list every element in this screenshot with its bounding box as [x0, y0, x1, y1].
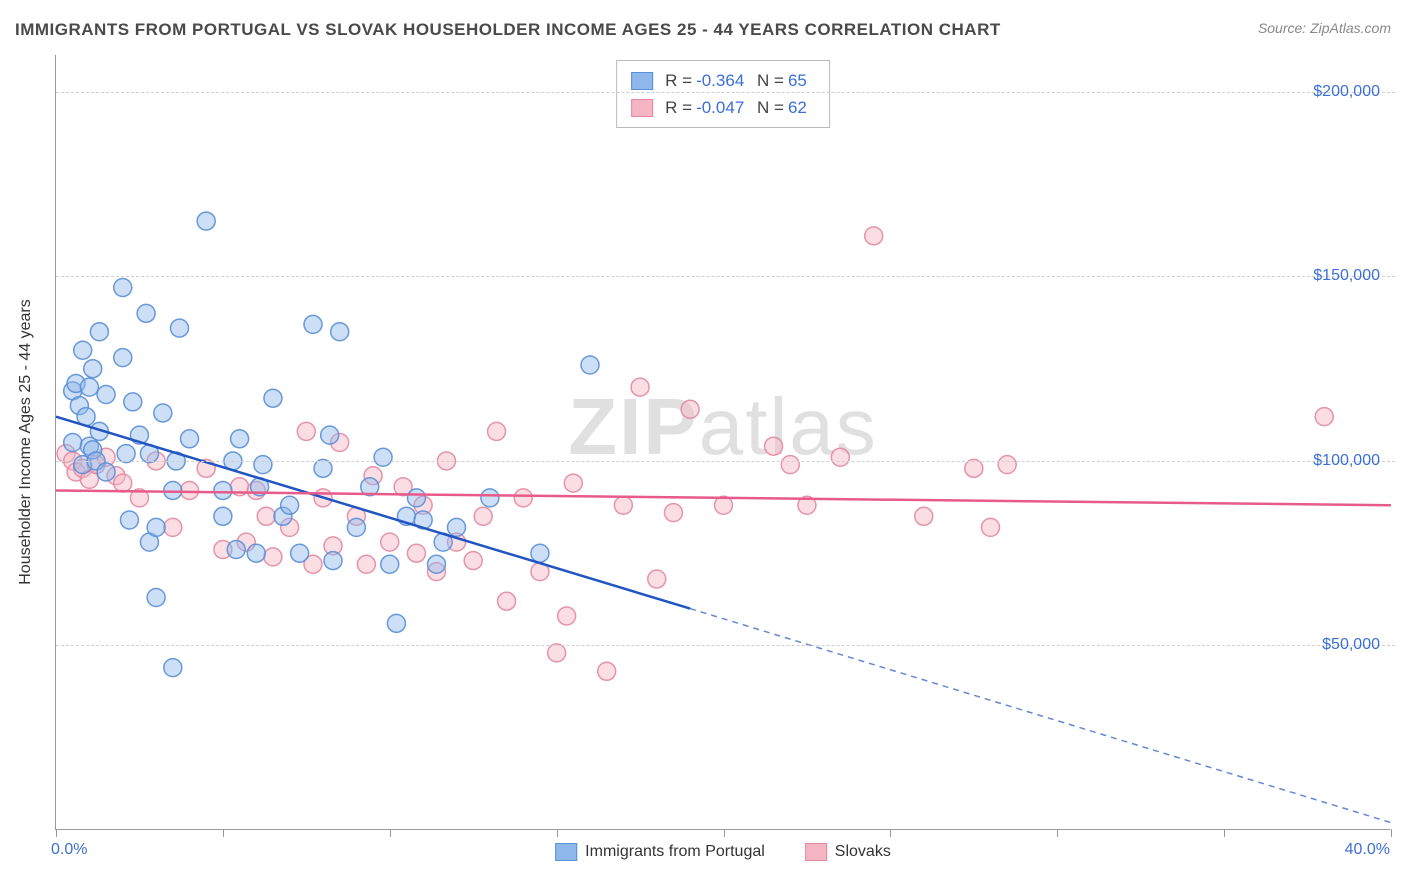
gridline	[56, 645, 1395, 646]
gridline	[56, 461, 1395, 462]
y-tick-label: $100,000	[1313, 452, 1380, 470]
series-legend: Immigrants from Portugal Slovaks	[555, 843, 891, 861]
legend-item-slovaks: Slovaks	[805, 843, 891, 861]
x-axis-max-label: 40.0%	[1345, 841, 1390, 859]
y-tick-label: $150,000	[1313, 267, 1380, 285]
legend-item-portugal: Immigrants from Portugal	[555, 843, 765, 861]
x-tick-mark	[724, 829, 725, 837]
x-tick-mark	[1057, 829, 1058, 837]
y-tick-label: $200,000	[1313, 83, 1380, 101]
chart-title: IMMIGRANTS FROM PORTUGAL VS SLOVAK HOUSE…	[15, 20, 1001, 39]
legend-label: Immigrants from Portugal	[585, 843, 765, 861]
x-axis-min-label: 0.0%	[51, 841, 87, 859]
legend-row-portugal: R =-0.364 N =65	[631, 67, 815, 94]
source-attribution: Source: ZipAtlas.com	[1258, 20, 1391, 36]
x-tick-mark	[557, 829, 558, 837]
y-tick-label: $50,000	[1322, 636, 1380, 654]
x-tick-mark	[56, 829, 57, 837]
chart-plot-area: Householder Income Ages 25 - 44 years ZI…	[55, 55, 1390, 830]
x-tick-mark	[223, 829, 224, 837]
y-axis-label: Householder Income Ages 25 - 44 years	[17, 299, 35, 585]
x-tick-mark	[890, 829, 891, 837]
x-tick-mark	[1391, 829, 1392, 837]
x-tick-mark	[1224, 829, 1225, 837]
swatch-icon	[805, 843, 827, 861]
swatch-slovaks	[631, 99, 653, 117]
correlation-legend: R =-0.364 N =65 R =-0.047 N =62	[616, 60, 830, 128]
scatter-svg	[56, 55, 1390, 829]
swatch-portugal	[631, 72, 653, 90]
legend-label: Slovaks	[835, 843, 891, 861]
swatch-icon	[555, 843, 577, 861]
gridline	[56, 276, 1395, 277]
x-tick-mark	[390, 829, 391, 837]
gridline	[56, 92, 1395, 93]
legend-row-slovaks: R =-0.047 N =62	[631, 94, 815, 121]
